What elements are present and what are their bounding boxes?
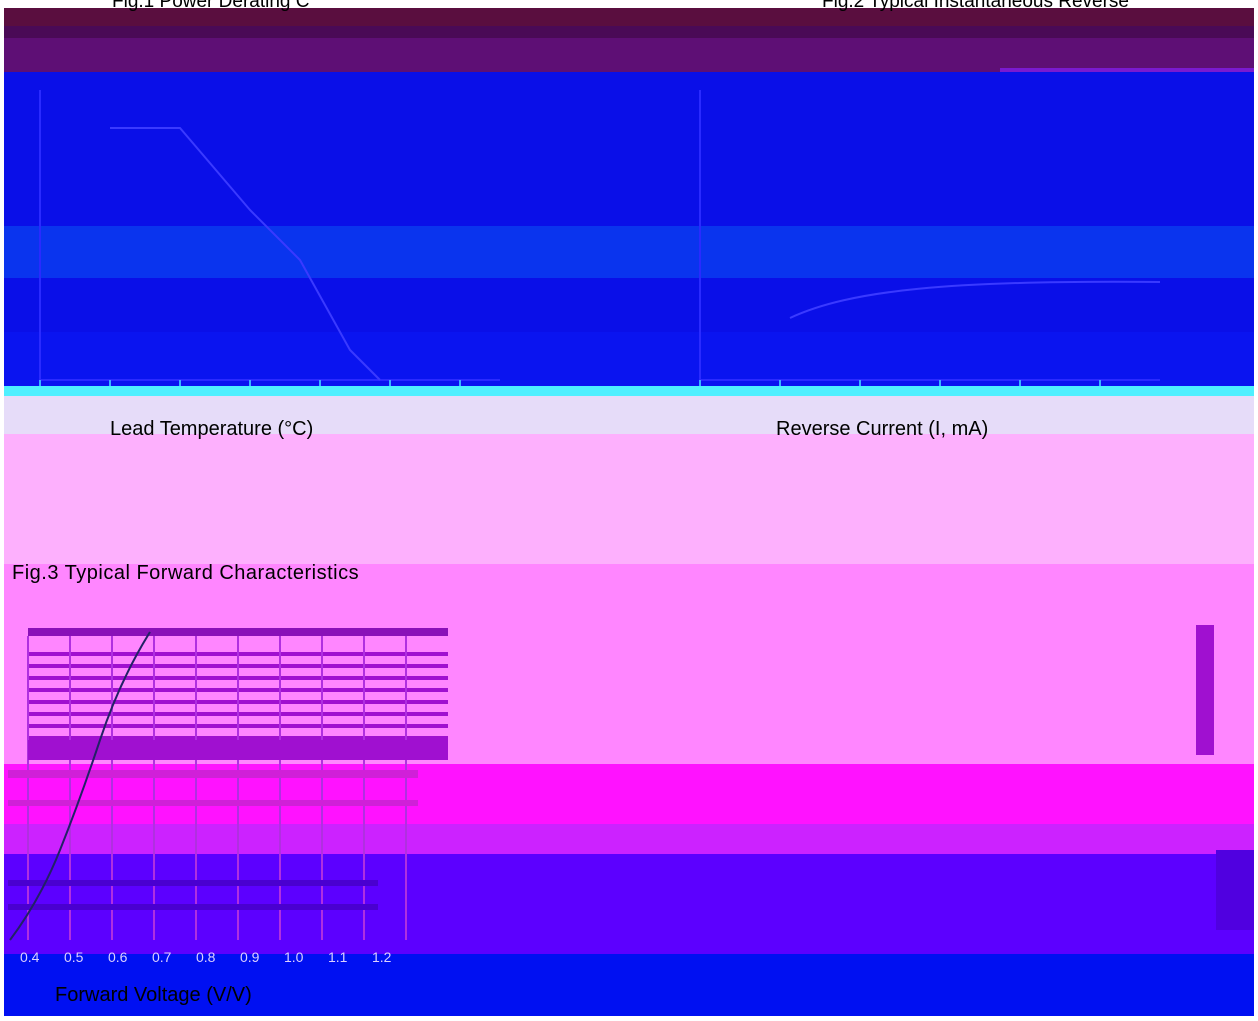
fig3-x-tick-label-5: 0.9 <box>240 949 260 965</box>
fig3-x-tick-label-1: 0.5 <box>64 949 84 965</box>
band-magenta-purple <box>4 824 1254 854</box>
band-cyan <box>4 386 1254 396</box>
fig3-grid-band-5 <box>8 904 378 910</box>
fig3-forward-curve <box>9 631 151 941</box>
band-maroon-2 <box>4 26 1254 38</box>
fig1-title: Fig.1 Power Derating C <box>112 0 310 12</box>
fig3-title: Fig.3 Typical Forward Characteristics <box>12 562 360 584</box>
fig3-x-tick-label-6: 1.0 <box>284 949 304 965</box>
band-blue-lower <box>4 332 1254 392</box>
fig3-grid-topband <box>28 628 448 636</box>
fig3-x-tick-label-2: 0.6 <box>108 949 128 965</box>
band-purple-accent <box>1000 68 1254 74</box>
fig3-x-tick-label-3: 0.7 <box>152 949 172 965</box>
band-deep-blue <box>4 954 1254 1016</box>
band-lavender <box>4 396 1254 434</box>
fig1-x-axis-title: Lead Temperature (°C) <box>110 418 314 440</box>
band-maroon-top <box>4 8 1254 26</box>
fig2-reverse-curve <box>789 280 1161 319</box>
band-light-pink <box>4 434 1254 564</box>
band-purple <box>4 38 1254 72</box>
fig2-x-axis-title: Reverse Current (I, mA) <box>776 418 989 440</box>
fig3-grid-midband <box>28 740 448 760</box>
fig3-grid-band-2 <box>8 770 418 778</box>
fig4-partial-bar <box>1196 625 1214 755</box>
fig3-grid-band-3 <box>8 800 418 806</box>
fig2-title: Fig.2 Typical Instantaneous Reverse <box>822 0 1129 12</box>
fig3-x-tick-label-0: 0.4 <box>20 949 40 965</box>
fig3-x-tick-label-8: 1.2 <box>372 949 392 965</box>
fig3-x-tick-label-4: 0.8 <box>196 949 216 965</box>
fig1-derating-curve <box>110 127 381 381</box>
fig3-grid-band-4 <box>8 880 378 886</box>
band-blue-light <box>4 226 1254 278</box>
fig3-x-axis-title: Forward Voltage (V/V) <box>55 984 252 1006</box>
fig4-partial-grid <box>1216 850 1254 930</box>
fig3-x-tick-label-7: 1.1 <box>328 949 348 965</box>
